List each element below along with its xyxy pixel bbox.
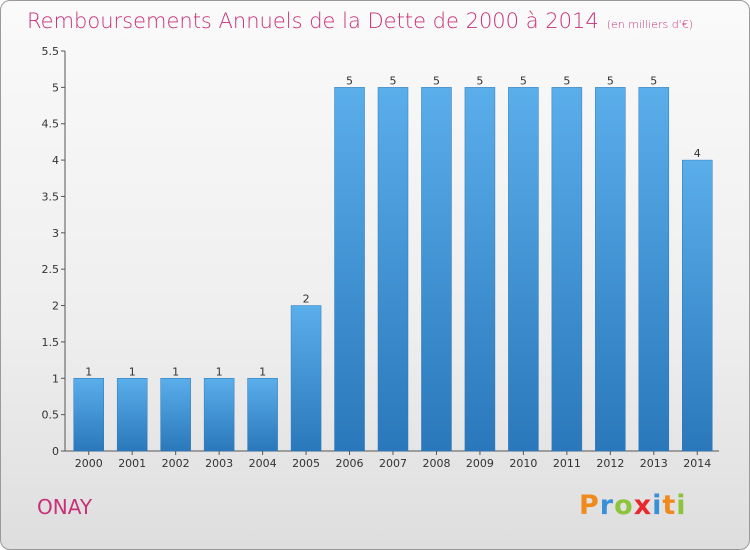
y-tick-label: 4.5 [42, 118, 60, 131]
x-tick-label: 2001 [118, 457, 146, 470]
logo-letter: r [599, 490, 615, 521]
data-label: 5 [433, 74, 440, 87]
data-label: 5 [650, 74, 657, 87]
logo-letter: x [633, 490, 653, 521]
bar [464, 87, 496, 452]
x-tick-label: 2005 [292, 457, 320, 470]
bar [508, 87, 539, 452]
data-label: 2 [303, 293, 310, 306]
data-label: 1 [85, 365, 92, 378]
y-tick-label: 0 [52, 445, 59, 458]
x-tick-label: 2009 [466, 457, 494, 470]
bar [334, 87, 365, 452]
y-tick-label: 5.5 [42, 45, 60, 58]
bar [160, 378, 191, 452]
x-tick-label: 2000 [75, 457, 103, 470]
bar [377, 87, 409, 452]
bar [595, 87, 626, 452]
data-label: 5 [390, 74, 397, 87]
bar [73, 378, 104, 452]
data-label: 5 [476, 74, 483, 87]
data-label: 5 [607, 74, 614, 87]
logo-letter: o [614, 490, 634, 521]
commune-name: ONAY [37, 495, 93, 519]
proxiti-logo: Proxiti [579, 490, 687, 521]
data-label: 1 [216, 365, 223, 378]
y-tick-label: 3.5 [42, 190, 60, 203]
bar [203, 378, 235, 452]
data-label: 1 [259, 365, 266, 378]
chart-title-text: Remboursements Annuels de la Dette de 20… [27, 9, 599, 33]
bar [247, 378, 278, 452]
logo-letter: i [652, 490, 663, 521]
data-label: 5 [520, 74, 527, 87]
x-tick-label: 2006 [336, 457, 364, 470]
logo-letter: P [579, 490, 600, 521]
chart-unit: (en milliers d'€) [606, 18, 693, 31]
bar [551, 87, 583, 452]
data-label: 4 [694, 147, 701, 160]
data-label: 5 [346, 74, 353, 87]
bar [116, 378, 148, 452]
data-label: 1 [129, 365, 136, 378]
data-label: 5 [563, 74, 570, 87]
bar [638, 87, 670, 452]
x-tick-label: 2002 [162, 457, 190, 470]
y-tick-label: 5 [52, 81, 59, 94]
logo-letter: i [676, 490, 687, 521]
y-tick-label: 1 [52, 372, 59, 385]
chart-bars [73, 87, 713, 452]
bar [682, 159, 713, 452]
y-tick-label: 3 [52, 227, 59, 240]
x-tick-label: 2008 [422, 457, 450, 470]
y-tick-label: 1.5 [42, 336, 60, 349]
chart-y-ticks: 0 0.5 1 1.5 2 2.5 3 3.5 4 4.5 5 5.5 [42, 45, 65, 458]
y-tick-label: 2.5 [42, 263, 60, 276]
x-tick-label: 2003 [205, 457, 233, 470]
chart-title: Remboursements Annuels de la Dette de 20… [27, 9, 693, 33]
x-tick-label: 2013 [640, 457, 668, 470]
x-tick-label: 2011 [553, 457, 581, 470]
x-tick-label: 2012 [596, 457, 624, 470]
data-label: 1 [172, 365, 179, 378]
y-tick-label: 2 [52, 300, 59, 313]
y-tick-label: 4 [52, 154, 59, 167]
x-tick-label: 2004 [249, 457, 277, 470]
bar [290, 305, 322, 452]
chart-data-labels: 1 1 1 1 1 2 5 5 5 5 5 5 5 5 4 [85, 74, 701, 378]
chart-x-ticks: 2000 2001 2002 2003 2004 2005 2006 2007 2008 2009… [75, 451, 711, 470]
logo-letter: t [662, 490, 677, 521]
x-tick-label: 2014 [683, 457, 711, 470]
bar [421, 87, 452, 452]
x-tick-label: 2010 [509, 457, 537, 470]
x-tick-label: 2007 [379, 457, 407, 470]
y-tick-label: 0.5 [42, 409, 60, 422]
